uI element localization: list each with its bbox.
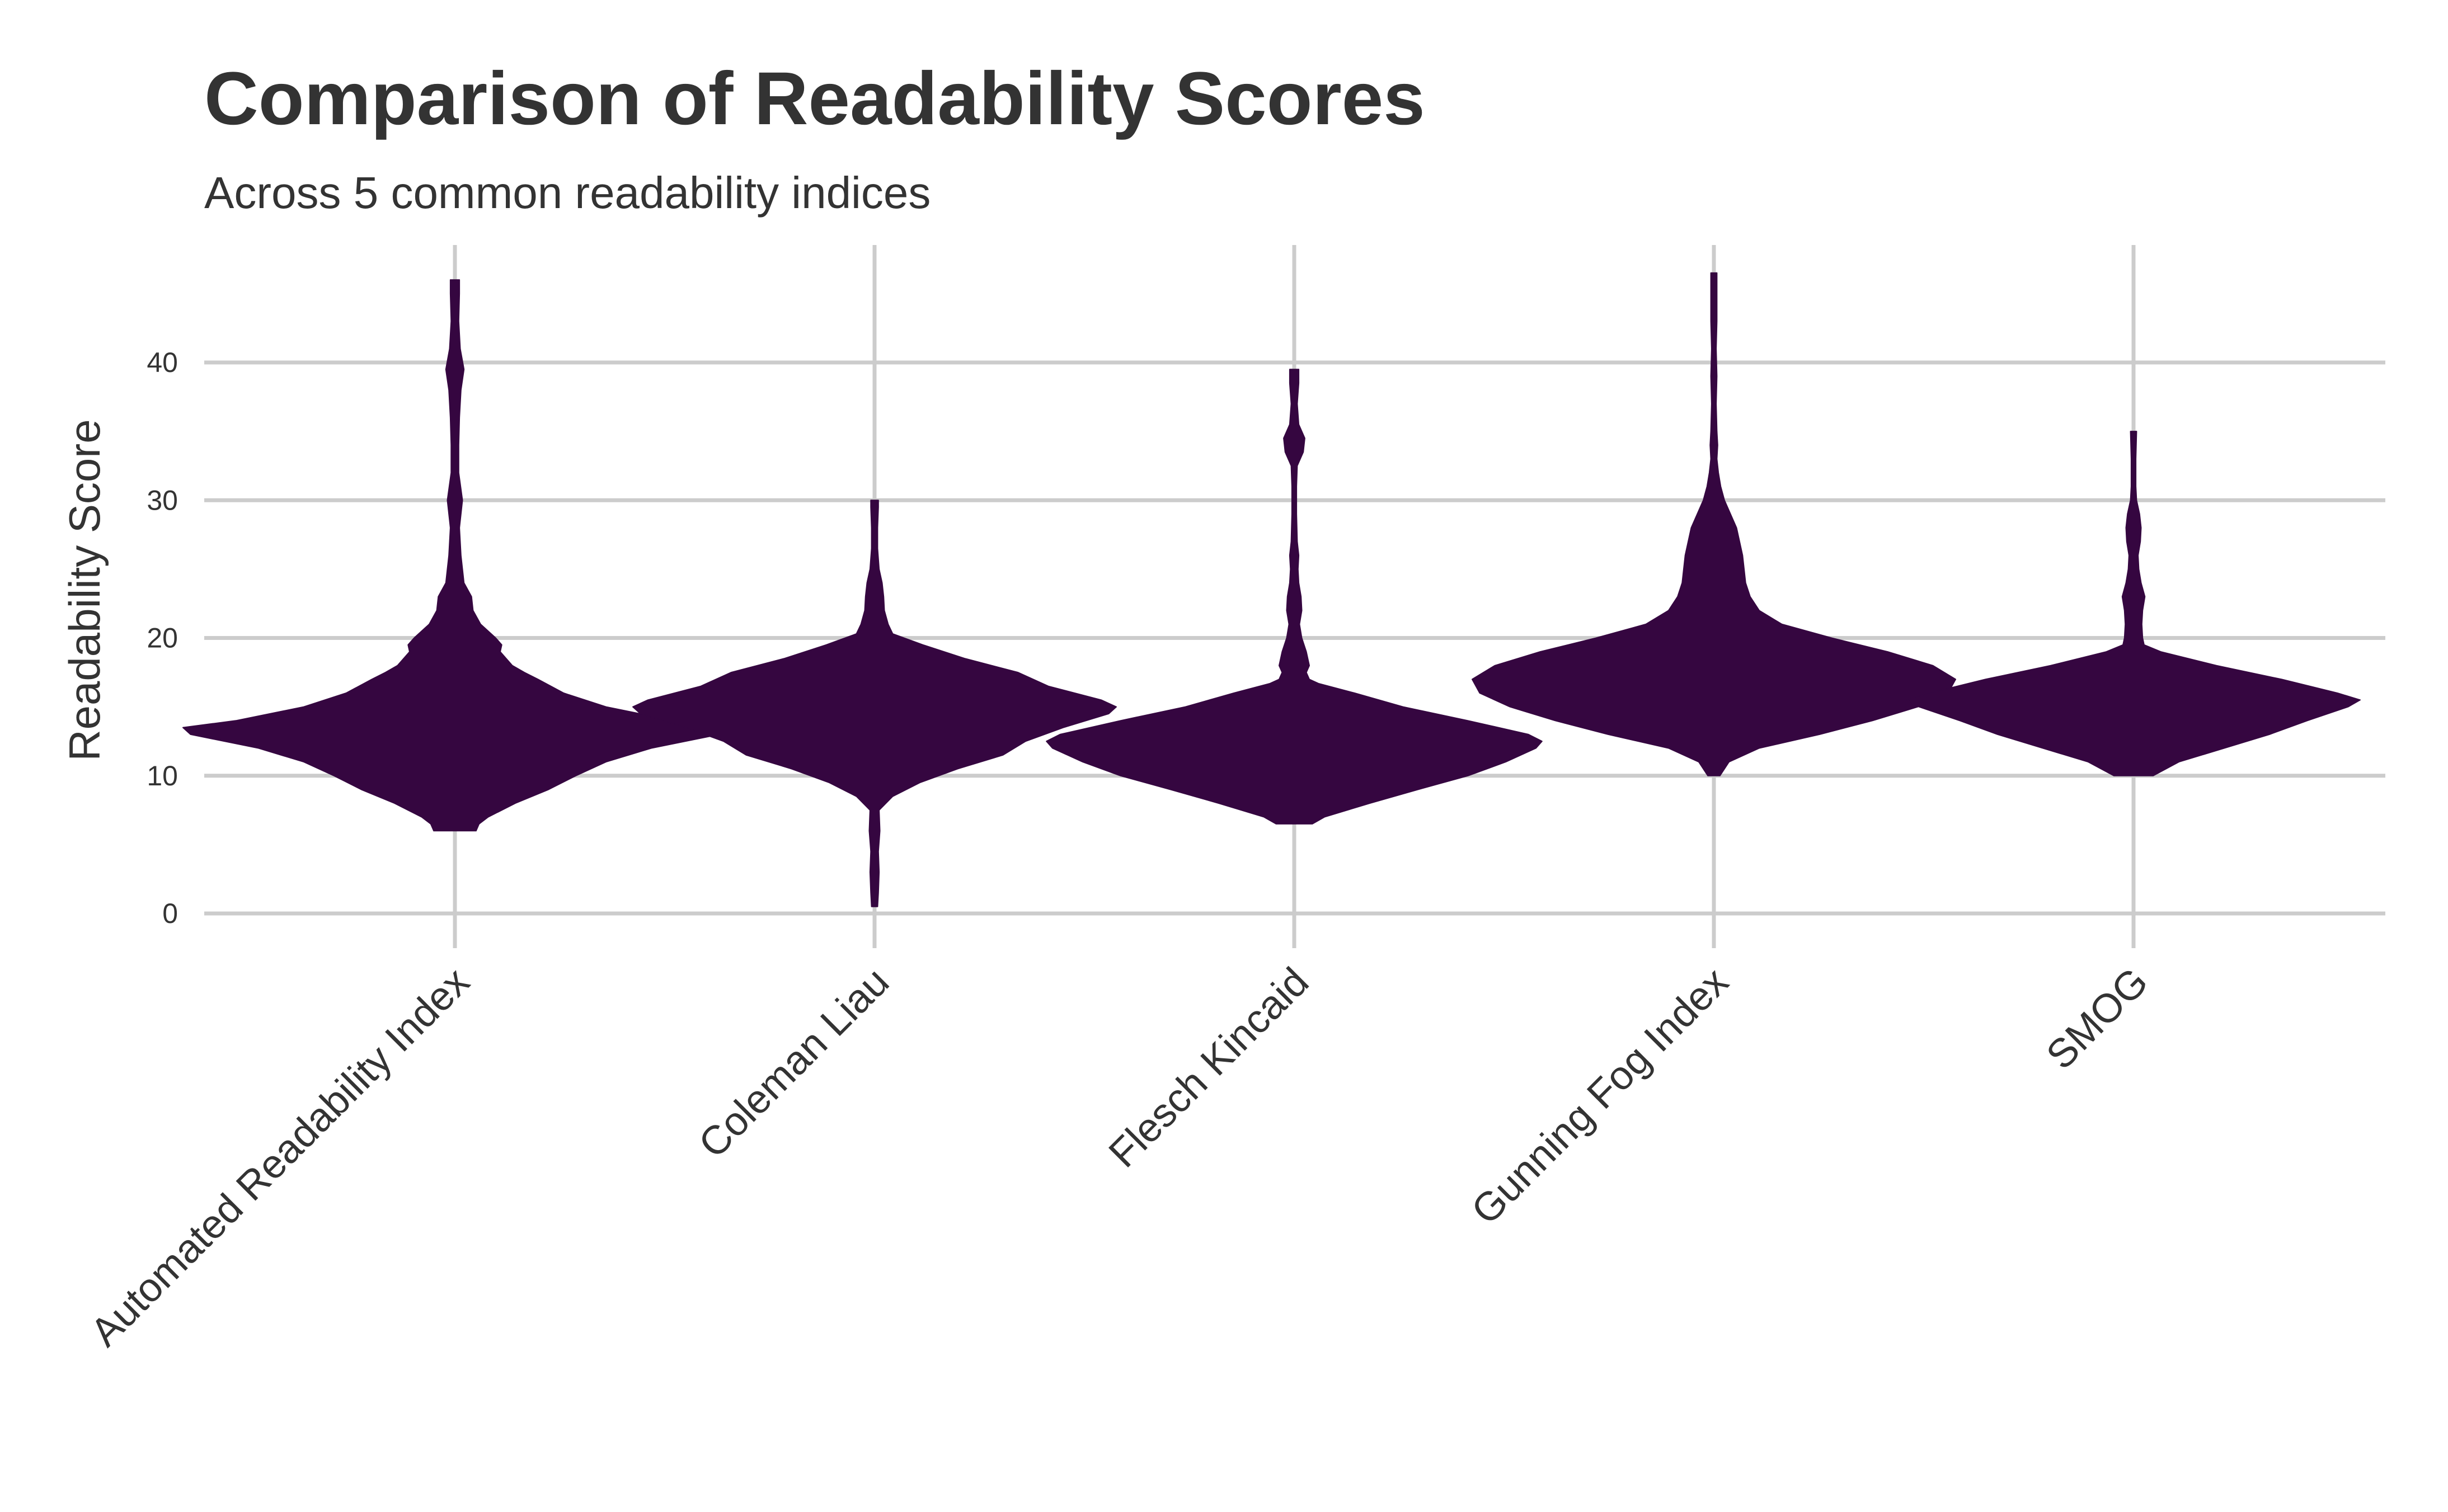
violin-coleman-liau	[632, 500, 1117, 907]
y-tick-labels: 0 10 20 30 40	[147, 347, 178, 929]
violin-automated-readability-index	[182, 279, 727, 832]
violin-flesch-kincaid	[1046, 369, 1543, 825]
y-axis-title: Readability Score	[60, 419, 109, 761]
violin-gunning-fog-index	[1472, 272, 1956, 776]
y-tick-label: 20	[147, 623, 178, 654]
chart-title: Comparison of Readability Scores	[204, 57, 1425, 140]
y-tick-label: 40	[147, 347, 178, 378]
violin-series	[182, 272, 2361, 907]
chart-subtitle: Across 5 common readability indices	[204, 168, 931, 218]
violin-smog	[1906, 431, 2361, 776]
y-tick-label: 10	[147, 760, 178, 792]
y-tick-label: 30	[147, 484, 178, 516]
y-tick-label: 0	[162, 898, 178, 929]
